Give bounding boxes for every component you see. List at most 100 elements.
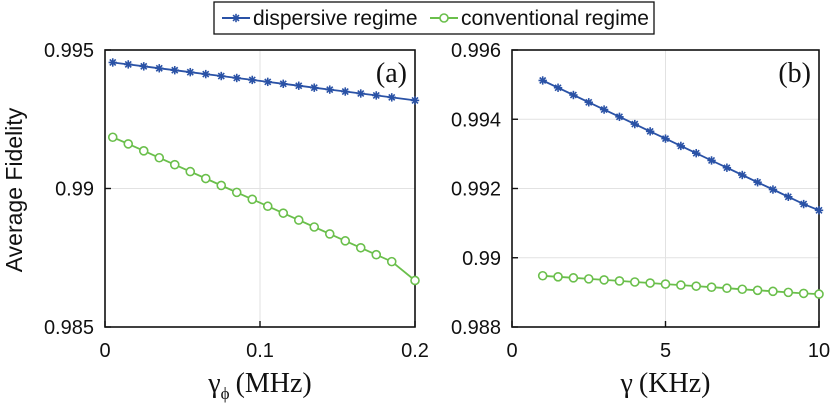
- data-point-dispersive-stroke: [661, 135, 670, 143]
- data-point-dispersive: [676, 141, 686, 151]
- x-tick-label: 10: [808, 340, 830, 362]
- legend-item-conventional: conventional regime: [430, 7, 649, 30]
- x-axis-label: γϕ (MHz): [207, 368, 312, 403]
- data-point-conventional: [814, 289, 824, 299]
- data-point-dispersive-stroke: [341, 88, 349, 96]
- panel-a: 0 0.1 0.2 0.985 0.99 0.995 (a) γϕ (MHz): [44, 40, 429, 403]
- x-tick-label: 0.2: [401, 340, 429, 362]
- y-tick-label: 0.996: [451, 40, 501, 62]
- data-point-dispersive: [661, 134, 670, 143]
- data-point-dispersive-stroke: [539, 76, 547, 85]
- data-point-conventional: [185, 166, 196, 177]
- data-point-dispersive-stroke: [388, 93, 396, 101]
- data-point-dispersive-stroke: [295, 82, 303, 90]
- data-point-dispersive-stroke: [326, 86, 334, 94]
- data-point-dispersive-stroke: [248, 76, 256, 84]
- data-point-dispersive: [356, 89, 365, 98]
- data-point-dispersive: [784, 192, 793, 202]
- data-point-conventional: [200, 173, 211, 184]
- data-point-dispersive-stroke: [171, 66, 179, 74]
- data-point-dispersive-stroke: [186, 68, 194, 76]
- data-point-conventional: [138, 146, 149, 156]
- data-point-conventional: [537, 270, 548, 281]
- data-point-dispersive: [553, 83, 563, 92]
- data-point-dispersive-stroke: [631, 120, 639, 128]
- data-point-dispersive: [279, 79, 288, 88]
- x-axis-label-symbol: γ: [207, 368, 220, 399]
- data-point-dispersive-stroke: [769, 186, 777, 194]
- data-point-dispersive-stroke: [754, 178, 762, 186]
- y-tick-label: 0.992: [451, 179, 501, 201]
- data-point-dispersive: [294, 81, 303, 90]
- data-point-dispersive-stroke: [800, 200, 808, 208]
- data-point-conventional: [660, 279, 671, 289]
- data-point-conventional: [154, 152, 165, 163]
- data-point-conventional: [798, 288, 809, 299]
- legend-item-dispersive: dispersive regime: [222, 7, 418, 30]
- legend-marker-circle: [439, 13, 449, 23]
- data-point-dispersive: [410, 96, 420, 105]
- data-point-conventional: [629, 277, 640, 287]
- data-point-dispersive: [707, 156, 716, 165]
- panel-label: (a): [376, 58, 407, 89]
- data-point-conventional: [783, 287, 794, 298]
- data-point-conventional: [645, 278, 655, 288]
- data-point-conventional: [676, 280, 686, 290]
- data-point-conventional: [568, 273, 579, 283]
- data-point-conventional: [262, 201, 273, 212]
- data-point-conventional: [691, 281, 702, 291]
- data-point-conventional: [293, 215, 304, 225]
- data-point-conventional: [768, 286, 778, 297]
- data-point-conventional: [371, 249, 382, 260]
- data-point-dispersive-stroke: [202, 70, 210, 78]
- x-axis-label-unit: (MHz): [236, 368, 312, 399]
- data-point-dispersive: [263, 77, 272, 87]
- data-point-conventional: [752, 285, 763, 296]
- data-point-dispersive: [170, 66, 179, 75]
- x-tick-label: 5: [660, 340, 671, 362]
- data-point-conventional: [278, 208, 289, 218]
- data-point-conventional: [355, 242, 366, 253]
- data-point-dispersive-stroke: [124, 60, 132, 68]
- x-tick-label: 0: [99, 340, 110, 362]
- data-point-dispersive-stroke: [109, 58, 117, 67]
- data-point-dispersive: [387, 93, 396, 102]
- data-point-dispersive-stroke: [677, 142, 685, 150]
- data-point-dispersive-stroke: [784, 193, 792, 201]
- data-point-dispersive-stroke: [264, 78, 272, 86]
- data-point-dispersive: [124, 60, 133, 69]
- data-point-dispersive: [738, 170, 747, 180]
- data-point-dispersive-stroke: [815, 206, 823, 214]
- data-point-dispersive: [692, 148, 701, 158]
- x-axis-label-subscript: ϕ: [221, 384, 230, 403]
- data-point-dispersive: [341, 87, 350, 96]
- x-axis-label-unit: (KHz): [639, 368, 711, 399]
- data-point-dispersive-stroke: [233, 74, 241, 82]
- panel-b: 0 5 10 0.988 0.99 0.992 0.994 0.996 (b) γ (KHz): [451, 40, 830, 399]
- data-point-conventional: [722, 283, 732, 294]
- data-point-dispersive: [722, 163, 732, 172]
- data-point-dispersive: [799, 199, 808, 209]
- y-tick-label: 0.994: [451, 109, 501, 131]
- y-tick-label: 0.995: [44, 40, 94, 62]
- x-tick-label: 0: [506, 340, 517, 362]
- data-point-dispersive: [753, 178, 762, 187]
- data-point-conventional: [614, 276, 625, 286]
- data-point-dispersive-stroke: [615, 113, 623, 121]
- data-point-dispersive-stroke: [357, 89, 365, 98]
- data-point-dispersive: [599, 105, 609, 114]
- data-point-dispersive-stroke: [738, 171, 746, 179]
- data-point-conventional: [231, 187, 242, 198]
- data-point-dispersive-stroke: [600, 106, 608, 114]
- data-point-conventional: [553, 271, 563, 282]
- data-point-dispersive-stroke: [310, 84, 318, 92]
- data-point-conventional: [599, 275, 609, 285]
- data-point-conventional: [324, 229, 335, 239]
- y-tick-label: 0.988: [451, 317, 501, 339]
- y-axis-label: Average Fidelity: [1, 107, 27, 272]
- y-tick-label: 0.985: [44, 317, 94, 339]
- data-point-dispersive: [630, 119, 639, 129]
- x-axis-label: γ (KHz): [620, 368, 711, 399]
- data-point-dispersive: [155, 64, 164, 73]
